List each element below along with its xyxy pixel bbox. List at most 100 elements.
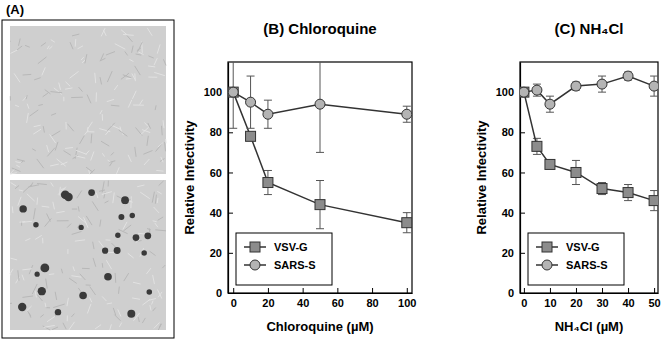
error-bar-cap [598,92,606,93]
cell-texture [114,85,118,90]
legend-entry: VSV-G [536,241,600,253]
cell-texture [29,265,33,274]
cell-texture [88,131,94,132]
tick-label: 80 [210,126,222,138]
tick-mark [520,172,525,173]
cell-texture [44,325,55,327]
cell-texture [111,152,114,155]
cell-texture [10,258,17,260]
cell-texture [47,148,55,157]
cell-texture [53,202,55,210]
cell-texture [154,72,165,75]
legend-label: VSV-G [566,241,600,253]
cell-texture [120,127,121,131]
axis-line [521,293,659,294]
error-bar-cap [316,228,324,229]
error-bar [533,84,541,96]
cell-texture [128,100,132,108]
cell-texture [15,162,21,163]
error-bar-cap [624,200,632,201]
cell-texture [155,229,166,231]
cell-texture [49,273,54,275]
cell-texture [80,274,86,280]
tick: 40 [297,288,309,309]
cell-texture [157,191,161,194]
cell-texture [18,197,21,206]
error-bar-cap [598,194,606,195]
cell-texture [115,44,126,50]
error-bar-cap [650,190,658,191]
cell-texture [75,156,85,158]
tick: 0 [216,287,233,299]
error-bar [520,88,528,96]
series-line [524,76,654,104]
tick-mark [576,288,577,293]
cell-texture [86,216,92,225]
legend-marker [250,242,260,252]
cell-texture [124,273,129,281]
stained-cell [133,234,140,241]
tick-label: 40 [210,207,222,219]
cell-texture [148,65,155,67]
data-point [315,99,325,109]
cell-texture [107,99,114,101]
cell-texture [50,92,62,93]
error-bar-cap [572,184,580,185]
tick-mark [550,288,551,293]
tick-label: 0 [216,287,222,299]
data-point [263,178,273,188]
error-bar-cap [546,96,554,97]
error-bar-cap [247,76,255,77]
error-bar [247,76,255,128]
stained-cell [19,205,26,212]
cell-texture [93,242,94,249]
cell-texture [22,296,33,297]
cell-texture [19,39,21,46]
cell-texture [71,276,81,277]
legend-entry: SARS-S [536,259,608,271]
cell-texture [161,157,163,162]
y-axis: 020406080100 [204,63,233,300]
x-axis: 020406080100 [229,288,417,309]
cell-texture [57,159,66,166]
cell-texture [17,159,25,161]
data-point [228,87,238,97]
tick: 20 [502,247,525,259]
cell-texture [152,301,154,305]
series [228,87,412,233]
cell-texture [100,220,101,227]
cell-texture [101,141,109,146]
cell-texture [123,225,131,231]
x-axis-title: NH₄Cl (µM) [555,319,624,334]
error-bar [650,76,658,96]
error-bar [229,88,237,96]
cell-texture [165,139,166,143]
error-bar [624,72,632,80]
cell-texture [22,275,24,281]
cell-texture [41,43,46,47]
cell-texture [76,150,87,154]
tick: 0 [521,288,527,309]
stained-cell [38,287,46,295]
cell-texture [155,223,158,227]
cell-texture [90,169,95,174]
cell-texture [113,308,115,315]
cell-texture [140,100,143,105]
error-bar-cap [572,160,580,161]
cell-texture [116,167,119,174]
cell-texture [50,134,56,143]
tick-mark [228,213,233,214]
data-point [315,200,325,210]
stained-cell [64,193,72,201]
cell-texture [146,268,150,274]
stained-cell [55,309,61,315]
cell-texture [87,304,91,314]
error-bar [533,138,541,154]
cell-texture [22,221,32,223]
data-point [246,97,256,107]
cell-texture [127,35,133,42]
cell-texture [34,78,40,80]
cell-texture [33,129,41,134]
chart-title: (B) Chloroquine [263,20,376,37]
cell-texture [64,151,71,156]
